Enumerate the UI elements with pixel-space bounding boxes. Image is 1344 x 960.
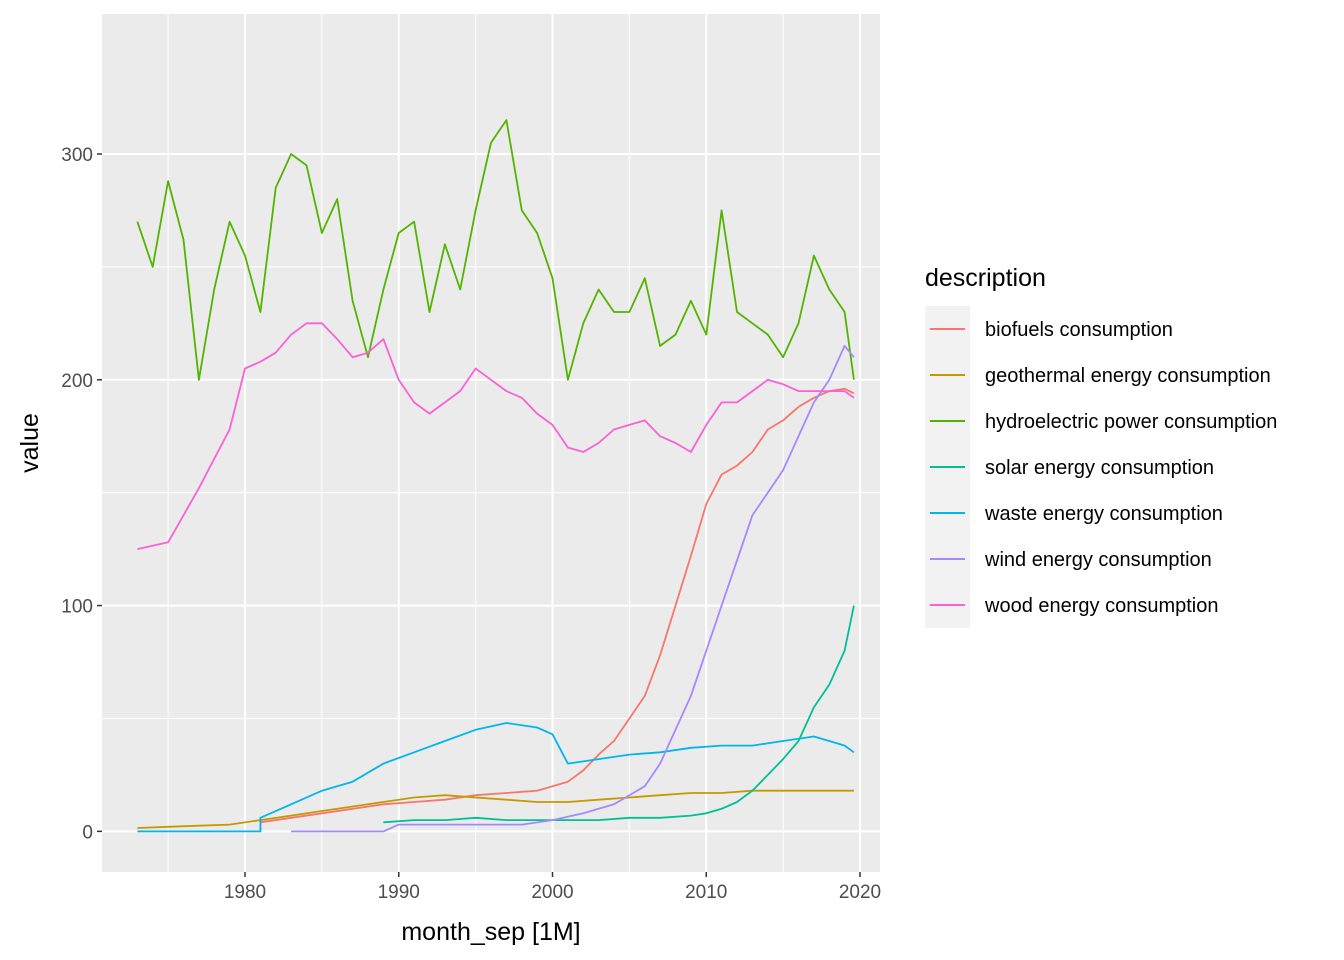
x-axis-title: month_sep [1M] [401, 918, 580, 946]
legend-label: geothermal energy consumption [985, 365, 1271, 387]
legend: description biofuels consumption geotherm… [925, 264, 1277, 628]
legend-label: wind energy consumption [984, 549, 1212, 571]
y-tick-label: 200 [61, 371, 93, 392]
y-axis-title: value [16, 413, 44, 473]
series-line [383, 605, 855, 824]
plot-panel [102, 14, 880, 872]
series-layer [136, 119, 855, 833]
legend-label: biofuels consumption [985, 319, 1173, 341]
legend-label: solar energy consumption [985, 457, 1214, 479]
series-line [291, 345, 855, 833]
y-tick-label: 100 [61, 597, 93, 618]
minor-gridlines [102, 14, 880, 872]
legend-label: waste energy consumption [984, 503, 1223, 525]
x-tick-label: 2010 [685, 882, 727, 903]
x-tick-label: 1980 [224, 882, 266, 903]
y-axis: 0 100 200 300 [61, 145, 102, 843]
x-tick-label: 1990 [378, 882, 420, 903]
series-line [137, 722, 855, 833]
legend-label: hydroelectric power consumption [985, 411, 1277, 433]
y-tick-label: 300 [61, 145, 93, 166]
major-gridlines [102, 14, 880, 872]
series-line [259, 387, 855, 832]
legend-title: description [925, 264, 1046, 292]
legend-label: wood energy consumption [984, 595, 1218, 617]
x-axis: 1980 1990 2000 2010 2020 [224, 872, 881, 903]
series-line [137, 322, 855, 550]
series-line [136, 119, 855, 381]
y-tick-label: 0 [82, 822, 93, 843]
x-tick-label: 2020 [839, 882, 881, 903]
x-tick-label: 2000 [531, 882, 573, 903]
